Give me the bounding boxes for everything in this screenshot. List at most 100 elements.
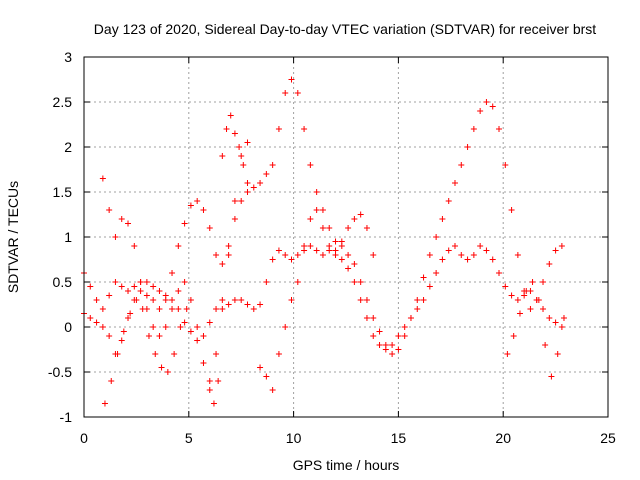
data-point [158,364,165,371]
y-tick-label: 1.5 [53,184,73,200]
data-point [426,283,433,290]
data-point [326,243,333,249]
data-point [288,297,295,303]
data-point [175,243,182,249]
data-point [244,301,251,308]
data-point [257,180,264,186]
data-point [238,198,245,204]
data-point [219,153,226,159]
data-point [187,202,194,209]
data-point [106,292,113,299]
data-point [240,162,247,168]
data-point [231,297,238,303]
data-point [301,126,308,132]
data-point [177,324,184,330]
data-point [127,310,134,317]
data-point [87,315,94,321]
data-point [370,252,377,258]
data-point [407,315,414,321]
series-satellite-track-1 [81,243,565,353]
data-point [451,180,458,186]
data-point [554,351,561,357]
data-point [282,252,289,258]
data-point [275,247,282,254]
data-point [118,337,125,344]
data-point [376,328,383,335]
data-point [156,306,163,312]
data-point [546,261,553,267]
data-point [175,306,182,312]
data-point [338,256,345,263]
data-point [389,342,396,348]
data-point [420,297,427,303]
data-point [414,306,421,312]
data-point [489,103,496,110]
data-point [282,324,289,330]
data-point [225,243,232,249]
data-point [162,297,169,303]
data-point [363,315,370,321]
data-point [143,279,150,285]
data-point [156,288,163,294]
data-point [496,126,503,132]
data-point [319,225,326,231]
y-tick-label: -1 [60,409,73,425]
data-point [131,283,138,290]
data-point [171,351,178,357]
data-point [307,216,314,222]
data-point [137,279,144,285]
data-point [106,333,113,339]
data-point [527,306,534,312]
data-point [137,288,144,294]
series-satellite-track-3 [99,139,251,384]
data-point [313,207,320,213]
data-point [263,171,270,177]
y-axis-label: SDTVAR / TECUs [5,181,21,293]
data-point [445,198,452,204]
data-point [395,346,402,353]
data-point [150,297,157,303]
data-point [508,292,515,299]
data-point [345,265,352,272]
series-satellite-track-7 [504,279,567,380]
data-point [181,319,188,326]
data-point [131,243,138,249]
x-tick-label: 25 [600,430,616,446]
data-point [535,297,542,303]
data-point [307,162,314,168]
data-point [244,180,251,186]
data-point [250,306,257,312]
data-point [332,247,339,254]
data-point [351,261,358,267]
data-point [546,315,553,321]
data-point [414,297,421,303]
data-point [275,126,282,132]
data-point [200,360,207,366]
data-point [93,297,100,303]
data-point [464,256,471,263]
data-point [99,175,106,182]
data-point [152,351,159,357]
data-point [213,306,220,312]
data-point [483,247,490,254]
data-point [263,279,270,285]
data-point [357,211,364,218]
data-point [558,324,565,330]
y-tick-label: 0.5 [53,274,73,290]
data-point [433,270,440,276]
data-point [345,252,352,258]
data-point [395,333,402,339]
data-point [458,252,465,258]
data-point [210,400,217,407]
data-point [548,373,555,380]
data-point [215,378,222,384]
data-point [206,225,213,231]
data-point [523,288,530,294]
data-point [326,225,333,231]
data-point [401,333,408,339]
data-point [502,283,509,290]
data-point [338,238,345,245]
data-point [288,256,295,263]
data-point [231,216,238,222]
